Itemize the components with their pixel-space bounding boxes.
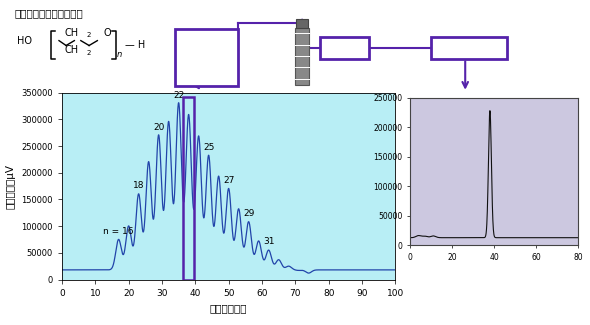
Bar (295, 28, 309, 84)
Bar (320, 37, 369, 58)
Text: 18: 18 (133, 181, 145, 190)
Text: 25: 25 (203, 143, 214, 152)
Bar (183, 97, 194, 280)
Text: 20: 20 (153, 123, 164, 132)
Text: 純度の確認: 純度の確認 (453, 43, 486, 53)
Text: 29: 29 (243, 209, 254, 218)
Text: ポリエチレングリコール: ポリエチレングリコール (15, 8, 84, 18)
Text: CH: CH (65, 46, 79, 55)
X-axis label: 分離時間／分: 分離時間／分 (210, 303, 247, 313)
Text: 23量体
の分離: 23量体 の分離 (193, 46, 219, 70)
Bar (175, 29, 238, 86)
Text: 2: 2 (87, 50, 91, 56)
Text: 採取: 採取 (338, 43, 352, 53)
Bar (296, 20, 308, 28)
Text: — H: — H (125, 40, 145, 50)
Text: 27: 27 (223, 176, 234, 185)
Text: HO: HO (17, 36, 31, 46)
Text: O: O (103, 28, 111, 37)
Text: CH: CH (65, 28, 79, 37)
Bar (431, 37, 507, 58)
Text: n: n (116, 50, 122, 59)
Text: n = 16: n = 16 (103, 227, 134, 236)
Text: 31: 31 (263, 237, 274, 246)
Text: 2: 2 (87, 32, 91, 38)
Y-axis label: 検出強度／μV: 検出強度／μV (6, 163, 16, 209)
Text: 22: 22 (173, 91, 184, 99)
